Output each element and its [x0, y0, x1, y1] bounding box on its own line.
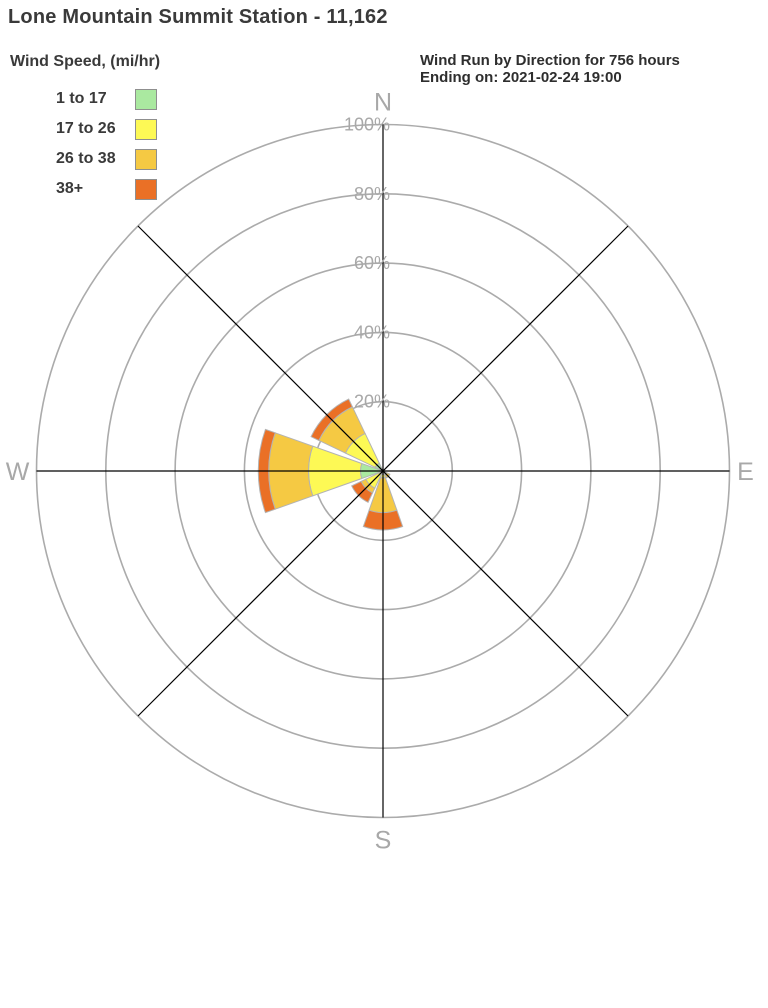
ring-label-80: 80%	[354, 184, 390, 204]
direction-label-E: E	[737, 458, 754, 486]
ring-label-60: 60%	[354, 253, 390, 273]
legend-label-17-to-26: 17 to 26	[56, 120, 116, 137]
ring-label-20: 20%	[354, 392, 390, 412]
chart-subtitle-line1: Wind Run by Direction for 756 hours	[420, 52, 680, 69]
chart-subtitle-line2: Ending on: 2021-02-24 19:00	[420, 69, 622, 86]
spoke-135deg	[137, 225, 629, 717]
direction-label-N: N	[374, 89, 392, 117]
ring-label-40: 40%	[354, 322, 390, 342]
legend-swatch-38-plus	[135, 179, 157, 200]
legend-swatch-26-to-38	[135, 149, 157, 170]
chart-subtitle: Wind Run by Direction for 756 hours Endi…	[420, 52, 750, 86]
legend-label-1-to-17: 1 to 17	[56, 90, 107, 107]
legend-label-26-to-38: 26 to 38	[56, 150, 116, 167]
ring-label-100: 100%	[344, 115, 390, 135]
direction-label-W: W	[6, 458, 30, 486]
legend-label-38-plus: 38+	[56, 180, 84, 197]
legend-title: Wind Speed, (mi/hr)	[10, 53, 161, 70]
page-title: Lone Mountain Summit Station - 11,162	[8, 6, 388, 28]
direction-label-S: S	[375, 827, 392, 855]
legend-swatch-1-to-17	[135, 89, 157, 110]
legend-swatch-17-to-26	[135, 119, 157, 140]
